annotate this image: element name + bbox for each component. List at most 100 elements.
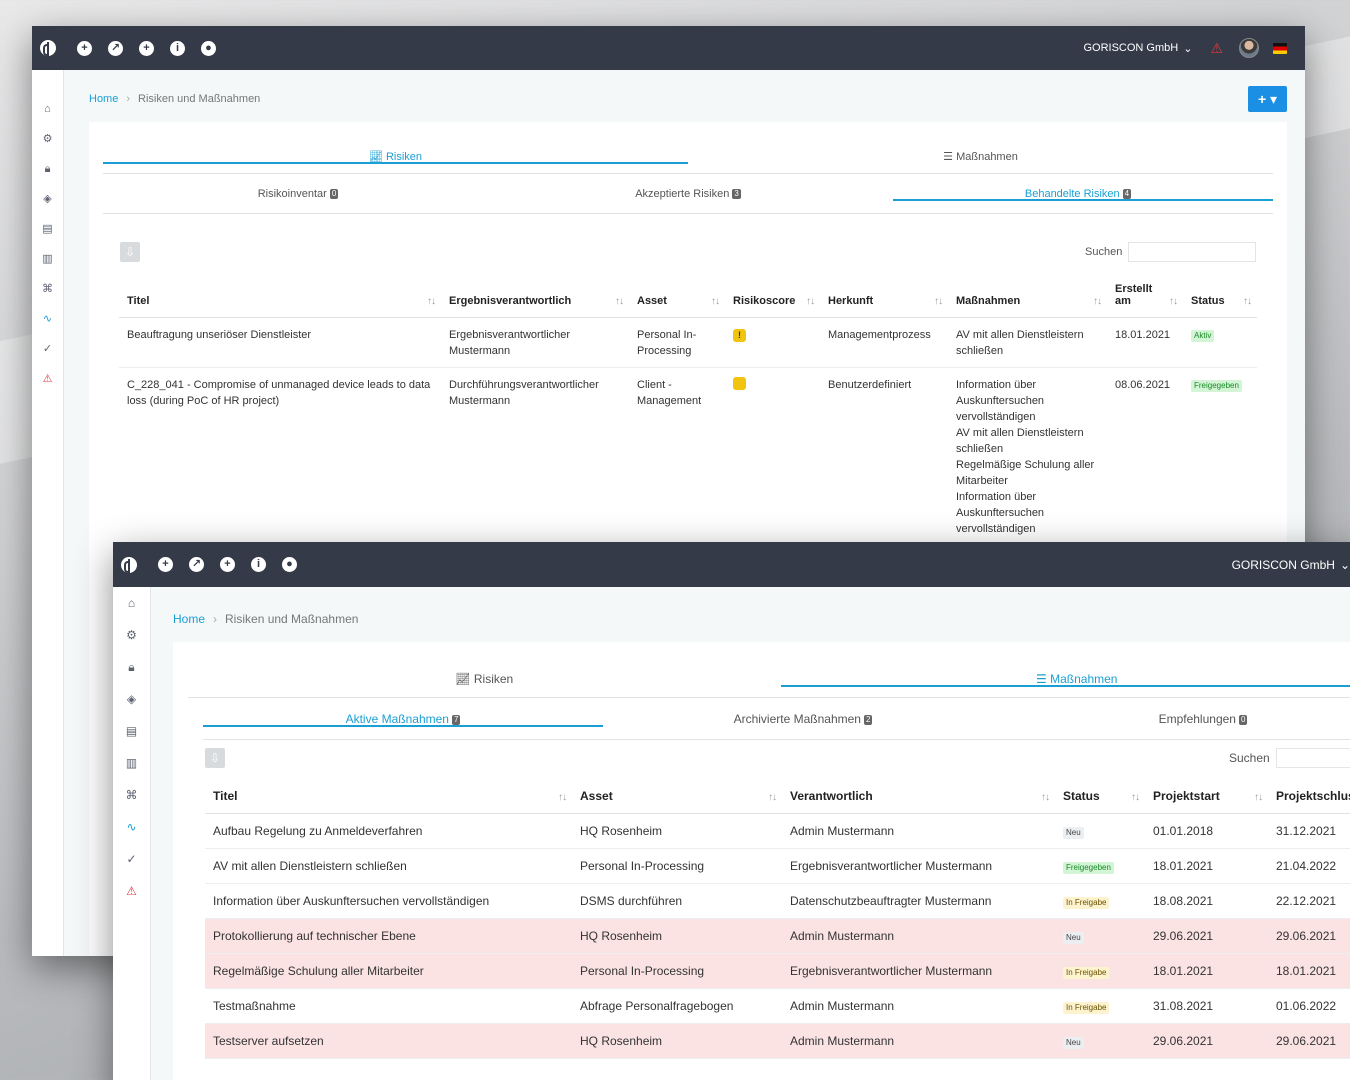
compass-icon[interactable]: ↗: [189, 557, 204, 572]
cell-status: Neu: [1055, 813, 1145, 849]
gear-icon[interactable]: ⚙: [42, 133, 53, 145]
lock-icon[interactable]: 🔒︎: [44, 163, 51, 175]
table-row[interactable]: Testserver aufsetzen HQ Rosenheim Admin Mu…: [205, 1023, 1350, 1059]
tab-risikoinventar[interactable]: Risikoinventar 0: [103, 188, 493, 200]
column-header[interactable]: Titel ↑↓: [205, 777, 572, 814]
book-icon[interactable]: ▥: [42, 253, 53, 265]
column-header[interactable]: Projektschlus: [1268, 777, 1350, 814]
table-row[interactable]: Aufbau Regelung zu Anmeldeverfahren HQ Ro…: [205, 813, 1350, 849]
tab-massnahmen[interactable]: ☰ Maßnahmen: [780, 671, 1350, 687]
cell-status: In Freigabe: [1055, 988, 1145, 1024]
document-icon[interactable]: ▤: [42, 223, 53, 235]
column-header[interactable]: Verantwortlich ↑↓: [782, 777, 1055, 814]
company-name: GORISCON GmbH: [1231, 557, 1335, 572]
status-badge: Freigegeben: [1191, 379, 1242, 392]
column-header[interactable]: Projektstart ↑↓: [1145, 777, 1268, 814]
download-button[interactable]: ⇩: [205, 748, 225, 768]
add-circle-icon[interactable]: +: [77, 40, 92, 56]
table-row[interactable]: Regelmäßige Schulung aller Mitarbeiter Pe…: [205, 953, 1350, 989]
column-header[interactable]: Herkunft ↑↓: [820, 267, 948, 318]
list-icon: ☰: [1036, 671, 1047, 686]
cell-titel[interactable]: Information über Auskunftersuchen vervol…: [205, 883, 572, 919]
count-badge: 4: [1122, 188, 1132, 199]
top-navbar: + ↗ + i ● GORISCON GmbH ⌄: [113, 542, 1350, 587]
info-icon[interactable]: i: [251, 557, 266, 572]
table-row[interactable]: Testmaßnahme Abfrage Personalfragebogen Ad…: [205, 988, 1350, 1024]
cell-titel[interactable]: Aufbau Regelung zu Anmeldeverfahren: [205, 813, 572, 849]
tab-label: Akzeptierte Risiken: [635, 187, 730, 200]
app-logo[interactable]: [121, 556, 137, 573]
column-header[interactable]: Asset ↑↓: [629, 267, 725, 318]
add-dropdown-button[interactable]: + ▾: [1248, 86, 1287, 112]
measure-item: AV mit allen Dienstleistern schließen: [956, 328, 1084, 357]
document-icon[interactable]: ▤: [125, 724, 138, 738]
tab-behandelte-risiken[interactable]: Behandelte Risiken 4: [883, 188, 1273, 201]
german-flag-icon[interactable]: [1273, 42, 1287, 54]
cell-status: Neu: [1055, 918, 1145, 954]
command-icon[interactable]: ⌘: [125, 788, 138, 802]
column-header[interactable]: Status ↑↓: [1183, 267, 1257, 318]
column-header[interactable]: Asset ↑↓: [572, 777, 782, 814]
tab-aktive-massnahmen[interactable]: Aktive Maßnahmen 7: [203, 712, 603, 727]
cube-icon[interactable]: ◈: [126, 692, 137, 706]
search-input[interactable]: [1128, 242, 1257, 262]
plus-circle-icon[interactable]: +: [220, 557, 235, 572]
cell-titel[interactable]: C_228_041 - Compromise of unmanaged devi…: [119, 367, 441, 546]
tab-risiken[interactable]: 📈︎ Risiken: [103, 150, 688, 164]
cell-titel[interactable]: Regelmäßige Schulung aller Mitarbeiter: [205, 953, 572, 989]
lock-icon[interactable]: 🔒︎: [128, 660, 135, 674]
tab-label: Maßnahmen: [956, 151, 1018, 163]
column-header[interactable]: Ergebnisverantwortlich ↑↓: [441, 267, 629, 318]
info-icon[interactable]: i: [170, 40, 185, 56]
check-circle-icon[interactable]: ✓: [42, 343, 53, 355]
command-icon[interactable]: ⌘: [42, 283, 53, 295]
column-header[interactable]: Erstellt am ↑↓: [1107, 267, 1183, 318]
breadcrumb-home[interactable]: Home: [89, 93, 119, 105]
column-header[interactable]: Maßnahmen ↑↓: [948, 267, 1107, 318]
home-icon[interactable]: ⌂: [127, 596, 136, 610]
cell-titel[interactable]: Testmaßnahme: [205, 988, 572, 1024]
user-circle-icon[interactable]: ●: [201, 40, 216, 56]
tab-archivierte-massnahmen[interactable]: Archivierte Maßnahmen 2: [603, 712, 1003, 726]
measure-item: Information über Auskunftersuchen vervol…: [956, 378, 1045, 423]
avatar[interactable]: [1239, 38, 1259, 58]
user-circle-icon[interactable]: ●: [282, 557, 297, 572]
download-button[interactable]: ⇩: [120, 242, 140, 262]
app-logo[interactable]: [40, 40, 56, 56]
cell-titel[interactable]: Testserver aufsetzen: [205, 1023, 572, 1059]
chevron-down-icon: ⌄: [1339, 557, 1350, 572]
table-row[interactable]: C_228_041 - Compromise of unmanaged devi…: [119, 367, 1257, 546]
warning-icon[interactable]: ⚠: [1210, 39, 1223, 56]
tab-empfehlungen[interactable]: Empfehlungen 0: [1003, 712, 1350, 726]
cell-titel[interactable]: Beauftragung unseriöser Dienstleister: [119, 317, 441, 368]
search-input[interactable]: [1275, 748, 1350, 768]
table-row[interactable]: Information über Auskunftersuchen vervol…: [205, 883, 1350, 919]
book-icon[interactable]: ▥: [125, 756, 138, 770]
tab-massnahmen[interactable]: ☰ Maßnahmen: [688, 150, 1273, 163]
check-circle-icon[interactable]: ✓: [126, 852, 137, 866]
add-circle-icon[interactable]: +: [158, 557, 173, 572]
column-header[interactable]: Status ↑↓: [1055, 777, 1145, 814]
plus-circle-icon[interactable]: +: [139, 40, 154, 56]
compass-icon[interactable]: ↗: [108, 40, 123, 56]
risks-table: Titel ↑↓ Ergebnisverantwortlich ↑↓ Asset ↑↓…: [119, 267, 1257, 546]
home-icon[interactable]: ⌂: [44, 103, 51, 115]
activity-icon[interactable]: ∿: [126, 820, 137, 834]
table-row[interactable]: Beauftragung unseriöser Dienstleister Er…: [119, 317, 1257, 368]
column-header[interactable]: Titel ↑↓: [119, 267, 441, 318]
warning-icon[interactable]: ⚠: [126, 884, 137, 898]
cell-titel[interactable]: Protokollierung auf technischer Ebene: [205, 918, 572, 954]
cube-icon[interactable]: ◈: [43, 193, 52, 205]
column-header[interactable]: Risikoscore ↑↓: [725, 267, 820, 318]
table-row[interactable]: Protokollierung auf technischer Ebene HQ …: [205, 918, 1350, 954]
company-dropdown[interactable]: GORISCON GmbH ⌄: [1083, 42, 1192, 55]
tab-akzeptierte-risiken[interactable]: Akzeptierte Risiken 3: [493, 188, 883, 200]
cell-titel[interactable]: AV mit allen Dienstleistern schließen: [205, 848, 572, 884]
activity-icon[interactable]: ∿: [42, 313, 53, 325]
tab-risiken[interactable]: 📈︎ Risiken: [188, 672, 781, 686]
company-dropdown[interactable]: GORISCON GmbH ⌄: [1232, 558, 1350, 572]
gear-icon[interactable]: ⚙: [126, 628, 137, 642]
warning-icon[interactable]: ⚠: [42, 373, 53, 385]
breadcrumb-home[interactable]: Home: [173, 612, 206, 626]
table-row[interactable]: AV mit allen Dienstleistern schließen Per…: [205, 848, 1350, 884]
